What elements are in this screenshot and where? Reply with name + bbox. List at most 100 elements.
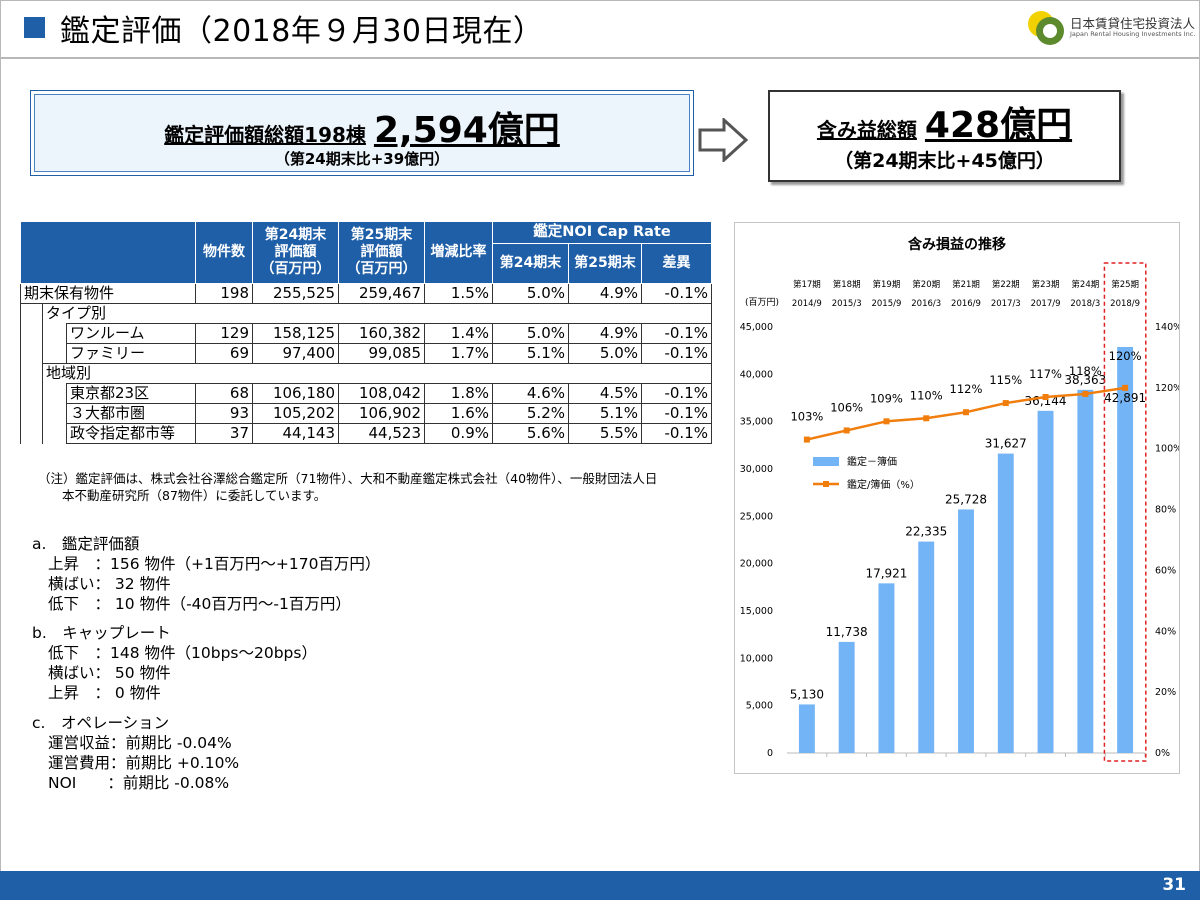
row-p24: 255,525 xyxy=(252,283,339,304)
ratio-point xyxy=(883,418,890,425)
y-tick-label: 35,000 xyxy=(740,417,773,428)
row-cap24: 5.1% xyxy=(492,343,569,364)
highlight-frame xyxy=(1103,262,1147,762)
table-row: ワンルーム 129 158,125 160,382 1.4% 5.0% 4.9%… xyxy=(21,323,712,364)
row-p25: 259,467 xyxy=(338,283,425,304)
bar xyxy=(997,453,1014,753)
y-tick-label: 0 xyxy=(767,748,773,759)
table-group-row: タイプ別 xyxy=(20,303,712,444)
row-count: 69 xyxy=(195,343,253,364)
table-header-cap-group: 鑑定NOI Cap Rate xyxy=(492,221,712,244)
row-diff: -0.1% xyxy=(641,343,712,364)
y-tick-label: 15,000 xyxy=(740,606,773,617)
section-a-row: 低下 ： 10 物件（-40百万円～-1百万円） xyxy=(48,595,351,613)
section-operation: c. オペレーション 運営収益：前期比 -0.04% 運営費用：前期比 +0.1… xyxy=(32,713,239,793)
section-b-row: 低下 ：148 物件（10bps～20bps） xyxy=(48,644,317,662)
table-group-row: 地域別 xyxy=(21,363,712,384)
y-tick-label: 25,000 xyxy=(740,511,773,522)
row-diff: -0.1% xyxy=(641,283,712,304)
y2-tick-label: 80% xyxy=(1155,505,1176,516)
footnote-line-2: 本不動産研究所（87物件）に委託しています。 xyxy=(62,488,327,503)
row-cap25: 4.9% xyxy=(568,283,642,304)
x-date-label: 2017/9 xyxy=(1031,299,1061,309)
table-row: ファミリー 69 97,400 99,085 1.7% 5.1% 5.0% -0… xyxy=(21,343,712,364)
ratio-point xyxy=(1042,393,1049,400)
bar xyxy=(1037,410,1054,753)
logo-english-name: Japan Rental Housing Investments Inc. xyxy=(1070,30,1196,38)
row-count: 93 xyxy=(195,403,253,424)
ratio-point xyxy=(923,415,930,422)
section-appraisal-value: a. 鑑定評価額 上昇 ：156 物件（+1百万円～+170百万円） 横ばい： … xyxy=(32,534,380,614)
legend-line-marker xyxy=(823,481,829,487)
table-header-p25: 第25期末 評価額 （百万円） xyxy=(338,221,425,284)
ratio-point xyxy=(1122,384,1129,391)
section-c-row: 運営費用：前期比 +0.10% xyxy=(48,754,240,772)
ratio-point xyxy=(1082,390,1089,397)
title-divider xyxy=(0,57,1200,59)
x-date-label: 2016/9 xyxy=(951,299,981,309)
bar-data-label: 11,738 xyxy=(826,625,868,639)
ratio-data-label: 112% xyxy=(950,382,983,396)
row-cap24: 5.0% xyxy=(492,323,569,344)
bar xyxy=(1077,389,1094,753)
row-cap24: 5.0% xyxy=(492,283,569,304)
row-label: 東京都23区 xyxy=(66,383,196,404)
bar-data-label: 42,891 xyxy=(1104,391,1146,405)
table-header-p25-l3: （百万円） xyxy=(346,261,417,277)
row-change: 1.7% xyxy=(424,343,493,364)
bar xyxy=(798,704,815,753)
row-p24: 105,202 xyxy=(252,403,339,424)
row-change: 1.6% xyxy=(424,403,493,424)
section-cap-rate: b. キャップレート 低下 ：148 物件（10bps～20bps） 横ばい： … xyxy=(32,623,317,703)
appraisal-total-headline: 鑑定評価額総額198棟 2,594億円 xyxy=(35,101,689,153)
row-cap24: 5.2% xyxy=(492,403,569,424)
x-date-label: 2015/9 xyxy=(871,299,901,309)
y-tick-label: 10,000 xyxy=(740,653,773,664)
row-p25: 44,523 xyxy=(338,423,425,444)
appraisal-total-value: 2,594億円 xyxy=(373,110,560,151)
x-date-label: 2018/3 xyxy=(1070,299,1100,309)
unrealized-gain-label: 含み益総額 xyxy=(816,118,917,142)
footer-bar: 31 xyxy=(0,871,1200,900)
ratio-point xyxy=(803,436,810,443)
unrealized-gain-headline: 含み益総額 428億円 xyxy=(770,96,1119,148)
bar-data-label: 5,130 xyxy=(790,687,824,701)
unrealized-gain-sub: （第24期末比+45億円） xyxy=(834,150,1055,172)
table-indent xyxy=(42,323,67,364)
row-p24: 158,125 xyxy=(252,323,339,344)
group-label: 地域別 xyxy=(42,363,712,384)
table-header-p25-l2: 評価額 xyxy=(360,244,403,260)
row-change: 1.8% xyxy=(424,383,493,404)
section-a-heading: a. 鑑定評価額 xyxy=(32,535,140,553)
row-count: 68 xyxy=(195,383,253,404)
table-header-change: 増減比率 xyxy=(424,221,493,284)
group-label: タイプ別 xyxy=(42,303,712,324)
ratio-data-label: 106% xyxy=(830,400,863,414)
row-cap25: 4.5% xyxy=(568,383,642,404)
bar xyxy=(958,509,974,753)
row-label: 政令指定都市等 xyxy=(66,423,196,444)
ratio-data-label: 110% xyxy=(910,388,943,402)
section-b-row: 上昇 ： 0 物件 xyxy=(48,684,161,702)
row-diff: -0.1% xyxy=(641,403,712,424)
x-period-label: 第18期 xyxy=(833,279,861,290)
table-indent xyxy=(42,383,67,444)
row-p24: 97,400 xyxy=(252,343,339,364)
appraisal-table: 物件数 第24期末 評価額 （百万円） 第25期末 評価額 （百万円） 増減比率 鑑定N… xyxy=(20,221,712,444)
row-cap24: 5.6% xyxy=(492,423,569,444)
row-p25: 160,382 xyxy=(338,323,425,344)
section-a-row: 横ばい： 32 物件 xyxy=(48,575,171,593)
x-date-label: 2016/3 xyxy=(911,299,941,309)
x-period-label: 第25期 xyxy=(1111,279,1139,290)
row-diff: -0.1% xyxy=(641,423,712,444)
bar-data-label: 31,627 xyxy=(985,437,1027,451)
row-count: 37 xyxy=(195,423,253,444)
table-header-cap25: 第25期末 xyxy=(568,243,642,284)
row-diff: -0.1% xyxy=(641,383,712,404)
row-count: 129 xyxy=(195,323,253,344)
y2-tick-label: 60% xyxy=(1155,565,1176,576)
bar-data-label: 17,921 xyxy=(865,566,907,580)
footnote-line-1: （注）鑑定評価は、株式会社谷澤総合鑑定所（71物件）、大和不動産鑑定株式会社（4… xyxy=(38,471,658,486)
ratio-data-label: 109% xyxy=(870,391,903,405)
bar xyxy=(838,641,855,753)
